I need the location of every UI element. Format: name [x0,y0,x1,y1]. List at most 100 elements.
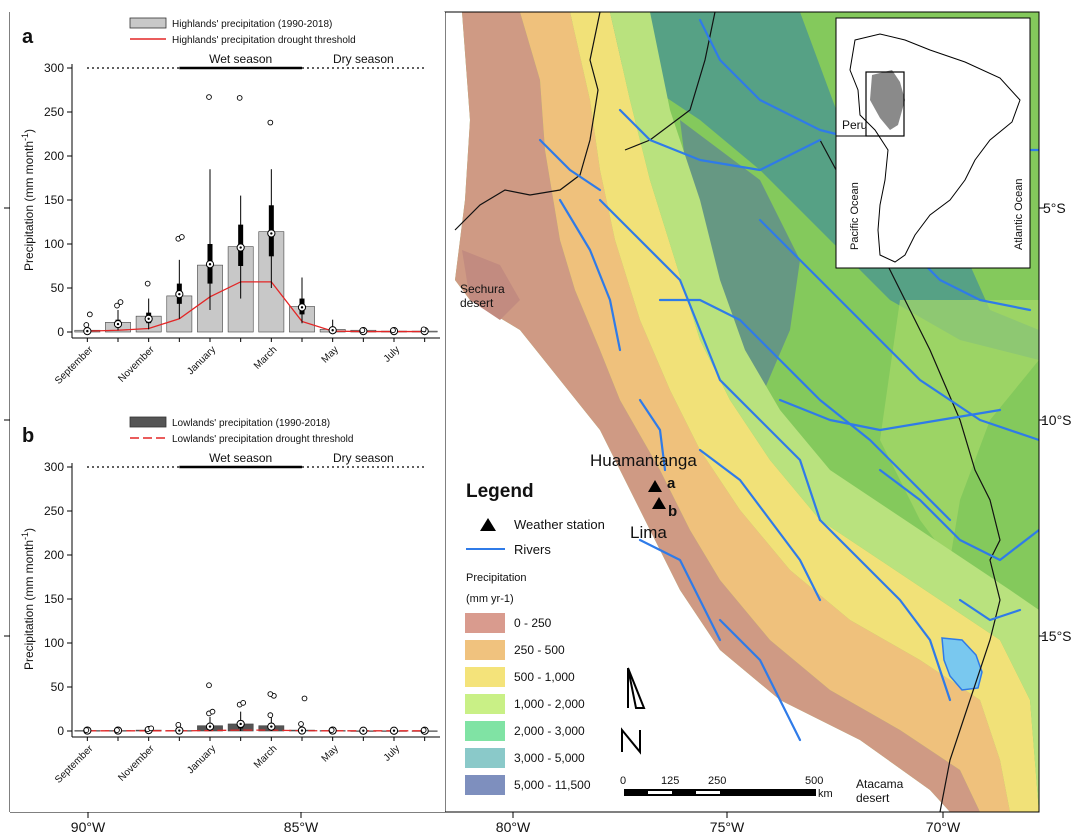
outlier-0-0 [83,727,90,733]
outlier-3-0 [175,721,182,728]
panel-label-b: b [22,425,34,447]
transition-band [610,12,1039,812]
coastal-desert [455,12,980,812]
precip-swatch-2 [465,667,505,687]
outlier-4-1 [209,708,216,715]
outlier-8-0 [328,727,335,733]
wet-belt [560,12,1039,360]
outlier-2-0 [144,280,151,287]
lon-label-75w: 75°W [710,819,745,835]
outlier-1-0 [114,727,120,733]
sechura-label-2: desert [460,296,494,310]
inset-atlantic-label: Atlantic Ocean [1013,178,1025,250]
lon-label-90w: 90°W [71,819,106,835]
peru-shape [870,70,905,130]
legend-station-icon [480,518,496,531]
y-tick-label-100: 100 [44,237,64,251]
median-dot-4 [208,263,212,266]
scale-tick-250: 250 [708,775,726,787]
outlier-11-0 [420,727,427,733]
y-tick-label-100: 100 [44,636,64,650]
scale-tick-500: 500 [805,775,823,787]
panel-label-a: a [22,26,34,48]
precip-swatch-4 [465,721,505,741]
y-axis-label: Precipitation (mm month-1) [20,528,36,670]
y-tick-label-50: 50 [51,281,65,295]
border-colombia [624,12,716,151]
dry-season-label: Dry season [333,451,394,465]
station-a-marker [648,480,662,492]
median-dot-9 [362,729,365,732]
outlier-7-1 [301,695,308,702]
legend-threshold-label: Lowlands' precipitation drought threshol… [172,434,353,445]
inset-pacific-label: Pacific Ocean [849,182,861,250]
inset-peru-label: Peru [842,118,867,132]
border-ecuador [454,12,601,231]
legend-bar-swatch [129,416,167,428]
y-tick-label-50: 50 [51,680,65,694]
outlier-6-2 [267,691,274,697]
precip-swatch-6 [465,775,505,795]
dry-season-label: Dry season [333,52,394,66]
median-dot-7 [300,306,304,309]
median-dot-7 [300,729,304,732]
median-dot-1 [116,322,120,326]
peru-extent-box [865,71,905,137]
outlier-5-1 [240,699,247,706]
legend-bar-swatch [129,17,167,29]
precip-class-label-3: 1,000 - 2,000 [514,697,585,711]
lima-label: Lima [630,523,667,542]
precip-class-label-2: 500 - 1,000 [514,670,575,684]
legend-title: Legend [466,481,534,502]
precip-class-label-1: 250 - 500 [514,643,565,657]
y-tick-label-0: 0 [57,724,64,738]
outlier-0-1 [86,311,93,318]
scale-bar: 0 125 250 500 km [620,775,833,800]
outlier-2-1 [148,725,155,732]
precip-swatch-3 [465,694,505,714]
legend-threshold-label: Highlands' precipitation drought thresho… [172,35,356,46]
y-tick-label-200: 200 [44,149,64,163]
outlier-7-0 [298,721,304,727]
east-lowland [880,300,1039,560]
station-b-marker [652,497,666,509]
y-tick-label-300: 300 [44,460,64,474]
legend-bar-label: Highlands' precipitation (1990-2018) [172,19,332,30]
sechura-label: Sechura [460,282,505,296]
outlier-9-0 [359,327,366,334]
y-tick-label-200: 200 [44,548,64,562]
lon-label-70w: 70°W [926,819,961,835]
lon-label-80w: 80°W [496,819,531,835]
median-dot-8 [331,329,334,332]
median-dot-5 [239,722,242,726]
median-dot-3 [178,729,181,732]
border-brazil-bolivia [819,139,1001,812]
outlier-6-0 [267,119,274,126]
y-tick-label-150: 150 [44,193,64,207]
north-arrow-icon [621,667,646,755]
precip-class-label-0: 0 - 250 [514,616,552,630]
outlier-4-0 [206,94,212,100]
ocean [445,12,950,812]
legend-precip-unit: (mm yr-1) [466,593,514,605]
median-dot-3 [178,292,181,296]
outlier-4-2 [206,682,212,689]
outlier-3-1 [178,234,185,240]
outlier-0-0 [83,322,90,328]
wet-season-label: Wet season [209,52,272,66]
map-legend: Legend Weather station Rivers Precipitat… [465,481,605,795]
median-dot-5 [239,246,242,249]
legend-bar-label: Lowlands' precipitation (1990-2018) [172,418,330,429]
outlier-11-0 [420,326,427,333]
median-dot-6 [270,725,273,728]
outlier-10-0 [390,327,396,334]
median-dot-2 [147,317,150,320]
precip-class-label-6: 5,000 - 11,500 [514,778,591,792]
lat-label-15s: 15°S [1041,628,1072,644]
y-axis-label: Precipitation (mm month-1) [20,129,36,271]
precip-swatch-0 [465,613,505,633]
y-tick-label-300: 300 [44,61,64,75]
inset-map: Peru Pacific Ocean Atlantic Ocean [835,17,1031,269]
median-dot-4 [208,725,212,728]
